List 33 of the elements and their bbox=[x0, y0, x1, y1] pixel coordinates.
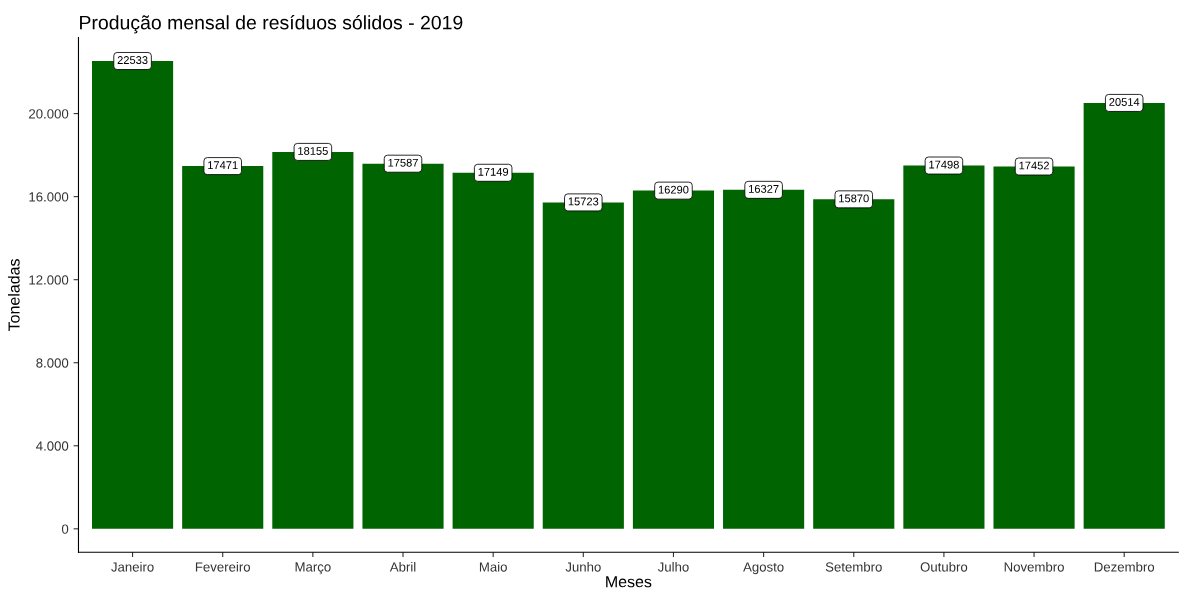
y-tick-label: 4.000 bbox=[36, 441, 69, 451]
y-tick-label: 20.000 bbox=[29, 109, 69, 119]
data-label: 20514 bbox=[1109, 98, 1140, 106]
chart-title: Produção mensal de resíduos sólidos - 2019 bbox=[80, 14, 463, 34]
data-label: 17149 bbox=[478, 167, 509, 176]
data-label: 18155 bbox=[298, 147, 328, 155]
x-tick-label: Dezembro bbox=[1094, 561, 1155, 572]
data-label: 22533 bbox=[117, 56, 148, 64]
data-label: 16290 bbox=[658, 185, 689, 194]
data-label: 17471 bbox=[208, 161, 238, 169]
data-label: 16327 bbox=[749, 184, 779, 193]
x-tick-label: Julho bbox=[657, 561, 689, 572]
data-label: 15723 bbox=[568, 197, 599, 206]
x-tick-label: Junho bbox=[565, 561, 601, 572]
x-tick-label: Novembro bbox=[1004, 561, 1064, 572]
x-tick-label: Agosto bbox=[743, 562, 784, 575]
y-tick-label: 8.000 bbox=[36, 358, 69, 368]
x-tick-label: Setembro bbox=[825, 561, 882, 572]
y-tick-label: 16.000 bbox=[29, 192, 69, 202]
data-label: 17452 bbox=[1019, 161, 1049, 170]
x-tick-label: Março bbox=[295, 562, 331, 575]
x-tick-label: Outubro bbox=[920, 561, 968, 572]
x-tick-label: Fevereiro bbox=[195, 561, 251, 572]
data-label: 17587 bbox=[388, 158, 418, 167]
x-axis-title: Meses bbox=[606, 576, 652, 588]
y-axis-title: Toneladas bbox=[7, 259, 20, 331]
y-tick-label: 0 bbox=[61, 524, 69, 534]
data-label: 17498 bbox=[929, 160, 959, 169]
x-tick-label: Maio bbox=[479, 561, 507, 572]
y-tick-label: 12.000 bbox=[29, 275, 69, 285]
data-label: 15870 bbox=[839, 194, 869, 203]
x-tick-label: Janeiro bbox=[111, 561, 154, 572]
x-tick-label: Abril bbox=[389, 561, 416, 572]
